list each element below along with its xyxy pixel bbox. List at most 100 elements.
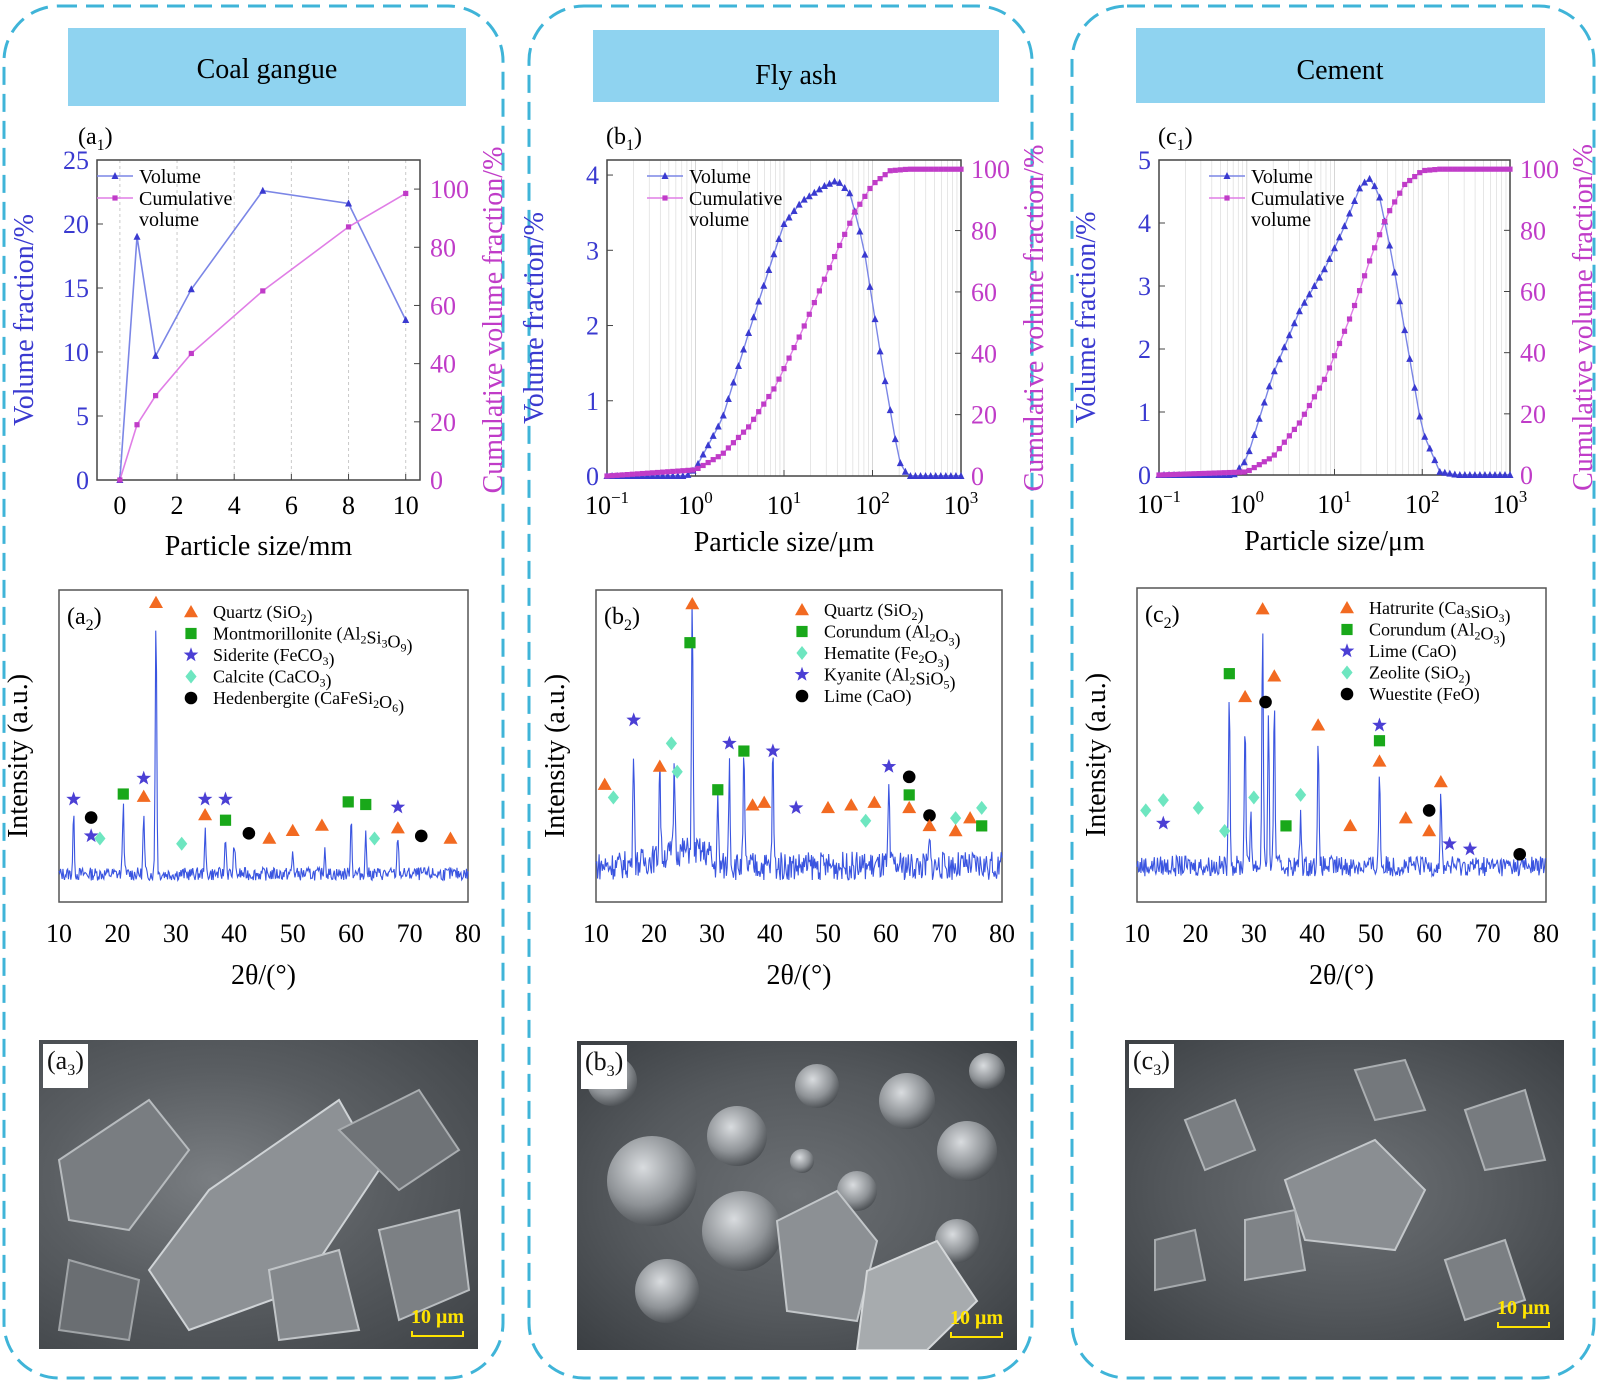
tick-base: 10 bbox=[1230, 490, 1256, 519]
volume-point bbox=[1501, 471, 1509, 478]
cumulative-point bbox=[872, 179, 878, 186]
formula-text: (Fe bbox=[894, 643, 918, 664]
volume-point bbox=[1235, 464, 1243, 472]
diamond-marker bbox=[976, 800, 988, 815]
cumulative-point bbox=[710, 457, 716, 463]
quartz-type-triangle-marker bbox=[1255, 602, 1270, 615]
cumulative-point bbox=[826, 265, 833, 271]
quartz-type-triangle-marker bbox=[795, 603, 809, 616]
cumulative-point bbox=[1224, 195, 1230, 201]
square-marker bbox=[219, 814, 232, 826]
cumulative-point bbox=[735, 434, 742, 441]
quartz-type-triangle-marker bbox=[198, 807, 213, 821]
header-box-coal-gangue bbox=[68, 28, 466, 106]
cumulative-point bbox=[1286, 433, 1292, 439]
cumulative-point bbox=[1216, 470, 1222, 476]
y-tick-label: 15 bbox=[63, 274, 89, 303]
y-tick-label: 1 bbox=[1138, 398, 1151, 427]
cumulative-point bbox=[1276, 446, 1282, 452]
cumulative-point bbox=[887, 168, 893, 174]
panel-label-b1: (b1) bbox=[606, 124, 642, 154]
volume-point bbox=[1391, 268, 1399, 276]
y-tick-label: 0 bbox=[586, 462, 599, 491]
volume-point bbox=[345, 199, 353, 207]
volume-point bbox=[841, 184, 849, 192]
cumulative-point bbox=[1412, 174, 1418, 180]
panel-label-a1: (a1) bbox=[78, 124, 113, 154]
volume-point bbox=[780, 219, 788, 227]
cumulative-point bbox=[897, 167, 903, 173]
volume-series-line bbox=[119, 189, 407, 481]
volume-point bbox=[770, 250, 778, 258]
volume-point bbox=[659, 472, 667, 479]
volume-point bbox=[1346, 209, 1354, 217]
star-marker bbox=[136, 770, 152, 785]
volume-point bbox=[917, 472, 925, 479]
cumulative-point bbox=[928, 166, 934, 172]
formula-text: (FeO) bbox=[1437, 684, 1480, 705]
cumulative-point bbox=[1236, 469, 1242, 475]
formula-text: ) bbox=[1500, 628, 1506, 649]
diamond-marker bbox=[860, 813, 872, 828]
legend-name: Quartz bbox=[213, 602, 266, 622]
scale-bar-label: 10 μm bbox=[411, 1306, 464, 1328]
x-tick-label: 103 bbox=[1493, 487, 1528, 519]
volume-point bbox=[765, 265, 773, 273]
volume-point bbox=[699, 450, 707, 458]
column-frame-coal-gangue bbox=[2, 4, 505, 1380]
x-tick-label: 20 bbox=[641, 919, 667, 948]
formula-text: ) bbox=[329, 649, 335, 670]
cumulative-point bbox=[1251, 464, 1257, 471]
diamond-marker bbox=[671, 764, 683, 779]
volume-point bbox=[1411, 383, 1419, 391]
volume-point bbox=[866, 282, 874, 290]
formula-text: (CaCO bbox=[268, 667, 319, 688]
legend-entry: Hatrurite (Ca3SiO3) bbox=[1369, 598, 1510, 627]
star-marker bbox=[1462, 841, 1478, 856]
cumulative-point bbox=[152, 393, 159, 399]
y2-axis-label: Cumulative volume fraction/% bbox=[1019, 145, 1050, 492]
quartz-type-triangle-marker bbox=[285, 823, 300, 836]
volume-point bbox=[1280, 343, 1288, 351]
column-title: Coal gangue bbox=[197, 54, 338, 85]
x-tick-label: 6 bbox=[285, 491, 298, 520]
volume-point bbox=[1496, 471, 1504, 478]
square-marker bbox=[1280, 820, 1292, 832]
formula-text: ) bbox=[943, 651, 949, 672]
formula-text: ) bbox=[955, 630, 961, 651]
cumulative-point bbox=[1341, 328, 1348, 334]
tick-exponent: 3 bbox=[1519, 487, 1528, 506]
panel-label-a3: (a3) bbox=[43, 1044, 88, 1089]
cumulative-point bbox=[938, 166, 944, 172]
y2-tick-label: 80 bbox=[1520, 216, 1546, 245]
y2-tick-label: 80 bbox=[430, 233, 456, 262]
volume-point bbox=[1356, 184, 1364, 192]
cumulative-point bbox=[1452, 166, 1458, 172]
formula-sub: 3 bbox=[937, 656, 943, 670]
y2-tick-label: 0 bbox=[430, 466, 443, 495]
volume-point bbox=[1315, 273, 1323, 281]
cumulative-point bbox=[1432, 167, 1438, 173]
cumulative-point bbox=[781, 366, 787, 372]
cumulative-point bbox=[1181, 471, 1187, 477]
legend-entry: Kyanite (Al2SiO5) bbox=[824, 665, 956, 694]
diamond-marker bbox=[94, 831, 106, 846]
volume-point bbox=[881, 377, 889, 385]
x-tick-label: 102 bbox=[855, 488, 890, 520]
square-marker bbox=[342, 796, 354, 808]
y-axis-label: Volume fraction/% bbox=[9, 214, 40, 426]
volume-point bbox=[1270, 367, 1278, 375]
formula-text: SiO bbox=[1470, 602, 1498, 622]
x-tick-label: 20 bbox=[1182, 919, 1208, 948]
dot-marker bbox=[902, 770, 916, 784]
cumulative-point bbox=[842, 231, 848, 237]
cumulative-point bbox=[1226, 469, 1232, 476]
quartz-type-triangle-marker bbox=[902, 800, 917, 814]
legend-entry: Corundum (Al2O3) bbox=[824, 622, 961, 651]
legend-volume-label: Volume bbox=[1251, 166, 1313, 188]
volume-point bbox=[1336, 233, 1344, 241]
square-marker bbox=[796, 625, 808, 638]
y2-tick-label: 20 bbox=[971, 401, 997, 430]
cumulative-point bbox=[1271, 452, 1277, 458]
formula-text: O bbox=[1481, 624, 1494, 644]
